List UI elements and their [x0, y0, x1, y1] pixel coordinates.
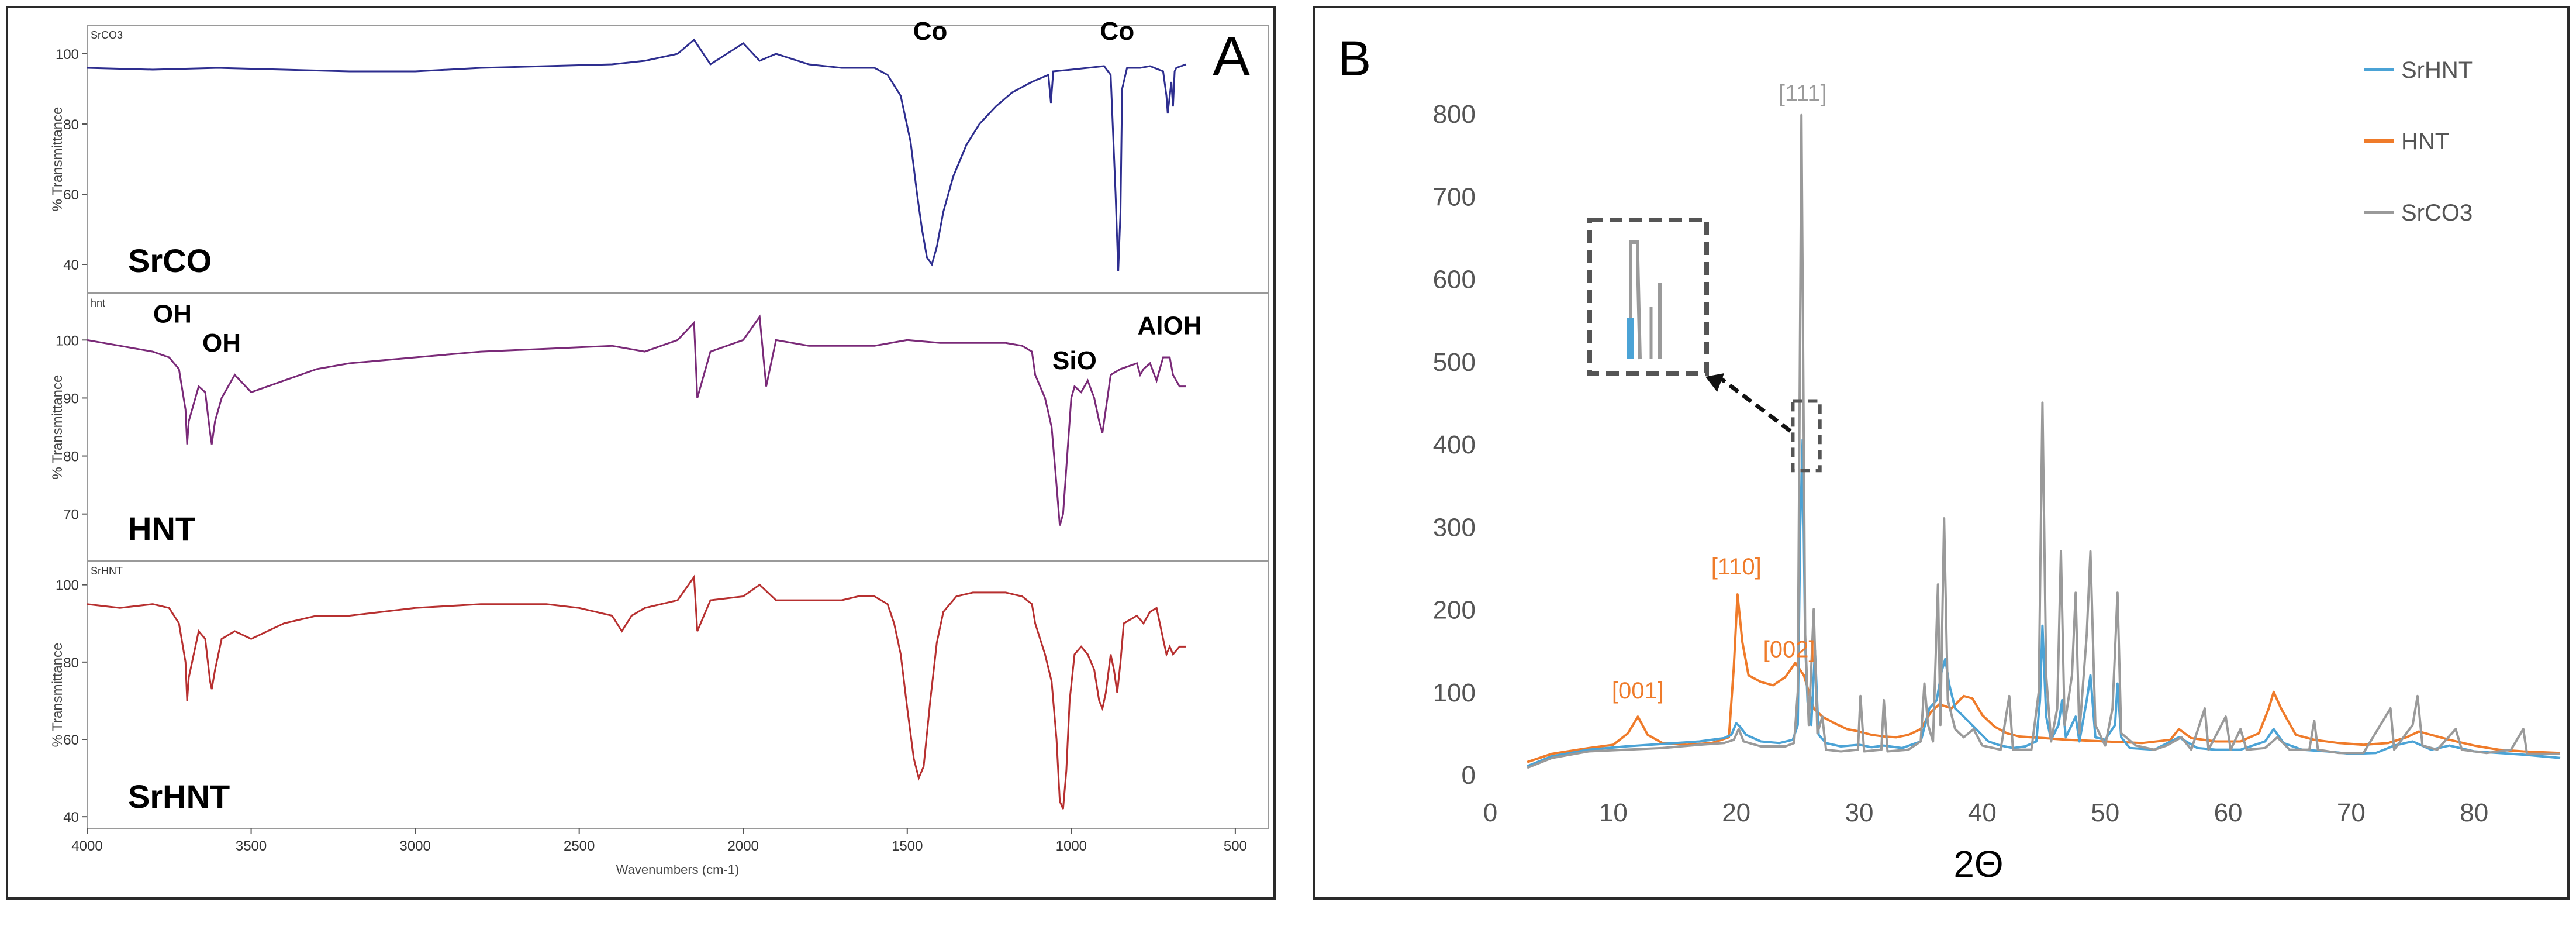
x-tick-label: 40 — [1968, 798, 1997, 827]
legend-label: SrCO3 — [2401, 200, 2473, 226]
inset-peak-detail — [1627, 240, 1662, 360]
x-tick-label: 1000 — [1056, 838, 1087, 854]
x-tick-label: 3000 — [399, 838, 430, 854]
y-tick-label: 60 — [63, 732, 79, 748]
y-tick-label: 100 — [56, 333, 79, 349]
subplot-header: hnt — [91, 297, 105, 309]
legend-label: HNT — [2401, 129, 2449, 154]
y-tick-label: 200 — [1433, 596, 1476, 625]
subplot-frame — [87, 25, 1269, 293]
x-tick-label: 0 — [1483, 798, 1497, 827]
y-axis-label: % Transmittance — [50, 107, 65, 212]
y-tick-label: 80 — [63, 449, 79, 465]
ftir-subplot-srhnt: SrHNT % Transmittance 40 60 80 100 SrHNT — [50, 561, 1269, 829]
x-tick-label: 2000 — [728, 838, 759, 854]
x-axis-label: 2Θ — [1953, 843, 2003, 885]
legend: SrHNT HNT SrCO3 — [2364, 57, 2473, 226]
x-tick-label: 10 — [1599, 798, 1628, 827]
peak-annotation: AlOH — [1138, 311, 1202, 340]
y-tick-label: 800 — [1433, 100, 1476, 129]
spectrum-line-srco3 — [87, 38, 1187, 272]
y-tick-label: 80 — [63, 655, 79, 671]
series-line-srco3 — [1527, 113, 2560, 769]
panel-a-ftir-spectra: A SrCO3 % Transmittance 40 60 80 100 SrCO Co Co hn… — [6, 6, 1276, 900]
x-axis-label: Wavenumbers (cm-1) — [616, 862, 740, 877]
panel-letter: B — [1338, 31, 1371, 86]
x-tick-label: 70 — [2337, 798, 2366, 827]
ftir-subplot-hnt: hnt % Transmittance 70 80 90 100 HNT OH OH SiO AlO… — [50, 293, 1269, 561]
ftir-chart: A SrCO3 % Transmittance 40 60 80 100 SrCO Co Co hn… — [50, 17, 1269, 877]
peak-annotation: OH — [153, 300, 192, 329]
subplot-header: SrHNT — [91, 565, 123, 577]
peak-annotation: SiO — [1052, 346, 1097, 375]
x-tick-label: 1500 — [892, 838, 923, 854]
y-tick-label: 100 — [1433, 679, 1476, 707]
y-tick-label: 300 — [1433, 513, 1476, 542]
y-tick-label: 60 — [63, 187, 79, 203]
x-tick-label: 20 — [1722, 798, 1750, 827]
peak-label: [001] — [1612, 678, 1664, 704]
y-tick-label: 700 — [1433, 183, 1476, 211]
zoom-arrow-head — [1705, 373, 1724, 392]
peak-label: [110] — [1711, 554, 1762, 580]
inset-srco3-peak — [1629, 240, 1642, 360]
x-tick-label: 50 — [2091, 798, 2119, 827]
sample-label: HNT — [128, 510, 195, 547]
zoom-region-box — [1791, 399, 1822, 473]
panel-letter: A — [1213, 25, 1250, 88]
y-tick-label: 400 — [1433, 431, 1476, 459]
y-tick-label: 600 — [1433, 266, 1476, 294]
y-axis-label: % Transmittance — [50, 643, 65, 748]
legend-label: SrHNT — [2401, 57, 2473, 83]
inset-srhnt-peak — [1627, 318, 1634, 359]
x-tick-label: 3500 — [236, 838, 267, 854]
inset-box — [1587, 218, 1709, 376]
spectrum-line-srhnt — [87, 574, 1186, 810]
peak-annotation: OH — [202, 329, 241, 357]
y-tick-label: 40 — [63, 257, 79, 273]
x-tick-label: 60 — [2214, 798, 2243, 827]
subplot-frame — [87, 293, 1269, 561]
sample-label: SrHNT — [128, 778, 230, 815]
xrd-chart: B 0 100 200 300 400 500 600 700 800 0 10 20 30 40 50 60 7… — [1338, 31, 2561, 885]
zoom-arrow-line — [1717, 375, 1792, 433]
panel-b-xrd-pattern: B 0 100 200 300 400 500 600 700 800 0 10 20 30 40 50 60 7… — [1313, 6, 2570, 900]
subplot-header: SrCO3 — [91, 29, 123, 41]
x-tick-label: 2500 — [564, 838, 595, 854]
y-tick-label: 40 — [63, 810, 79, 825]
series-line-hnt — [1527, 593, 2561, 763]
y-tick-label: 90 — [63, 391, 79, 407]
x-tick-label: 80 — [2460, 798, 2488, 827]
y-tick-label: 500 — [1433, 348, 1476, 377]
x-tick-label: 30 — [1845, 798, 1874, 827]
subplot-frame — [87, 561, 1269, 829]
y-tick-label: 100 — [56, 47, 79, 63]
y-tick-label: 0 — [1462, 761, 1476, 790]
peak-label: [002] — [1763, 636, 1815, 662]
peak-annotation: Co — [913, 17, 948, 46]
sample-label: SrCO — [128, 242, 212, 279]
y-tick-label: 100 — [56, 578, 79, 594]
x-tick-label: 500 — [1224, 838, 1247, 854]
y-tick-label: 70 — [63, 507, 79, 523]
peak-annotation: Co — [1100, 17, 1135, 46]
peak-label: [111] — [1779, 81, 1827, 106]
ftir-subplot-srco3: SrCO3 % Transmittance 40 60 80 100 SrCO Co Co — [50, 17, 1269, 293]
y-axis-label: % Transmittance — [50, 375, 65, 480]
spectrum-line-hnt — [87, 314, 1186, 526]
y-tick-label: 80 — [63, 117, 79, 133]
x-tick-label: 4000 — [71, 838, 102, 854]
